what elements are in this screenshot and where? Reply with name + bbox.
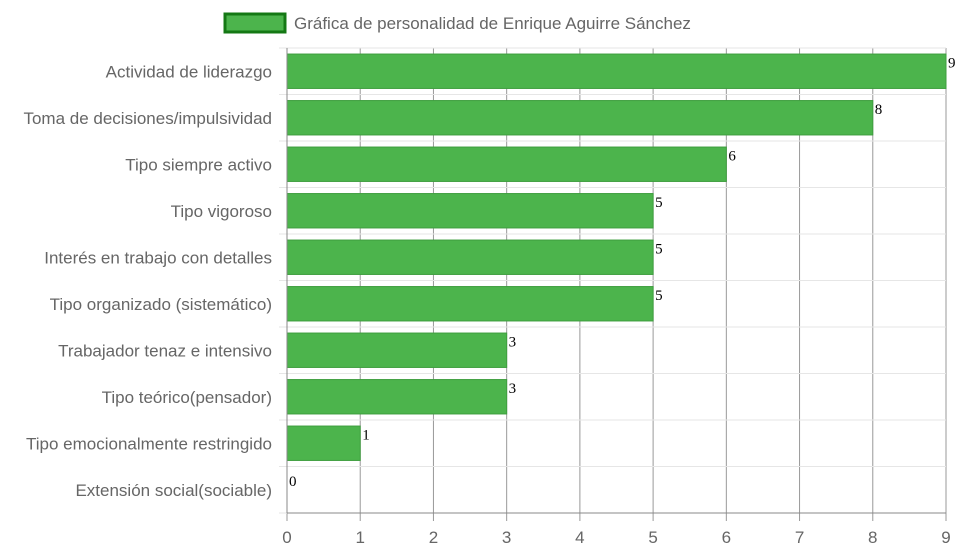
- x-tick-label: 2: [429, 528, 438, 547]
- x-tick-label: 5: [648, 528, 657, 547]
- legend-swatch: [223, 12, 287, 34]
- category-label: Tipo organizado (sistemático): [50, 295, 272, 314]
- bar[interactable]: [286, 193, 654, 229]
- data-labels: 9 8 6 5 5 5 3 3 1 0: [289, 55, 955, 490]
- bar[interactable]: [286, 379, 508, 415]
- category-label: Toma de decisiones/impulsividad: [23, 109, 272, 128]
- bar[interactable]: [286, 286, 654, 322]
- category-labels: Actividad de liderazgo Toma de decisiones…: [23, 62, 272, 500]
- x-tick-label: 8: [868, 528, 877, 547]
- data-label: 3: [509, 334, 516, 350]
- category-label: Tipo teórico(pensador): [102, 388, 272, 407]
- data-label: 1: [362, 427, 370, 443]
- category-label: Extensión social(sociable): [75, 481, 272, 500]
- category-label: Tipo siempre activo: [125, 155, 272, 174]
- data-label: 9: [948, 55, 955, 71]
- x-tick-label: 9: [941, 528, 950, 547]
- data-label: 0: [289, 474, 297, 490]
- x-tick-label: 4: [575, 528, 584, 547]
- axes: [286, 48, 946, 514]
- bar[interactable]: [286, 146, 727, 182]
- legend-label: Gráfica de personalidad de Enrique Aguir…: [294, 14, 691, 33]
- category-label: Interés en trabajo con detalles: [44, 248, 272, 267]
- bar[interactable]: [286, 332, 508, 368]
- data-label: 3: [509, 381, 516, 397]
- x-tick-label: 7: [795, 528, 804, 547]
- data-label: 5: [655, 288, 663, 304]
- bar[interactable]: [286, 100, 874, 136]
- category-label: Trabajador tenaz e intensivo: [58, 341, 272, 360]
- data-label: 5: [655, 195, 663, 211]
- tick-labels: 0 1 2 3 4 5 6 7 8 9: [282, 528, 950, 547]
- x-tick-label: 6: [722, 528, 731, 547]
- x-tick-label: 3: [502, 528, 511, 547]
- category-label: Tipo vigoroso: [171, 202, 272, 221]
- category-label: Actividad de liderazgo: [106, 62, 272, 81]
- bar[interactable]: [286, 425, 361, 461]
- category-label: Tipo emocionalmente restringido: [26, 434, 272, 453]
- bar[interactable]: [286, 239, 654, 275]
- x-tick-label: 0: [282, 528, 291, 547]
- bars: [286, 53, 947, 461]
- data-label: 8: [875, 102, 883, 118]
- legend[interactable]: Gráfica de personalidad de Enrique Aguir…: [223, 12, 691, 34]
- x-tick-label: 1: [355, 528, 364, 547]
- data-label: 6: [728, 148, 736, 164]
- bar[interactable]: [286, 53, 947, 89]
- data-label: 5: [655, 241, 663, 257]
